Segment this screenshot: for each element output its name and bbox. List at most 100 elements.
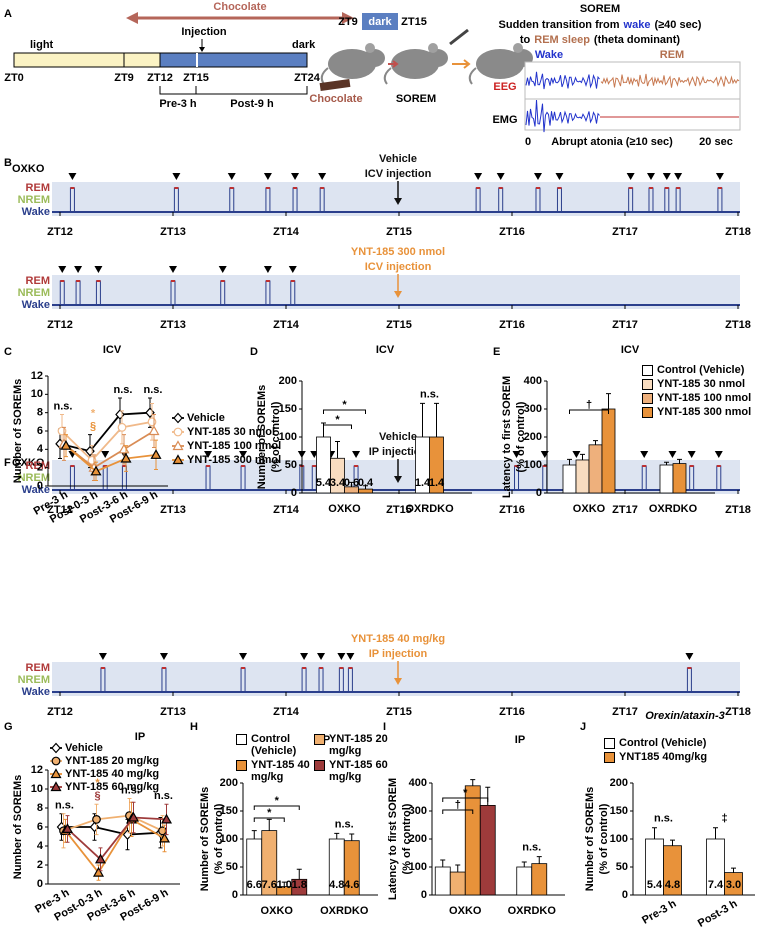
legend-label: YNT-185 30 nmol bbox=[657, 378, 746, 390]
x-tick-label: ZT15 bbox=[386, 319, 412, 331]
x-tick-label: OXRDKO bbox=[320, 905, 369, 917]
error-bar bbox=[536, 856, 542, 864]
significance-bracket bbox=[253, 805, 300, 810]
x-tick-label: ZT13 bbox=[160, 319, 186, 331]
trace-box bbox=[524, 61, 741, 131]
panel-label: E bbox=[493, 346, 500, 358]
stage-label: REM bbox=[26, 662, 50, 674]
legend-label: Control (Vehicle) bbox=[657, 364, 745, 376]
count-label: 1.4 bbox=[429, 477, 445, 489]
y-tick-label: 8 bbox=[37, 802, 43, 814]
series-line bbox=[66, 816, 167, 861]
stage-label: NREM bbox=[18, 472, 50, 484]
count-label: 5.4 bbox=[647, 879, 663, 891]
legend-swatch bbox=[642, 365, 653, 376]
chart-title: Orexin/ataxin-3 bbox=[645, 710, 724, 722]
chart-title: IP bbox=[135, 731, 145, 743]
legend-marker bbox=[173, 427, 183, 437]
legend-swatch bbox=[642, 407, 653, 418]
legend: Control (Vehicle) YNT-185 30 nmol YNT-185 … bbox=[642, 364, 762, 420]
arrow bbox=[388, 60, 399, 68]
legend-swatch bbox=[236, 760, 247, 771]
trace-label: YNT-185 40 mg/kg bbox=[351, 633, 445, 645]
y-tick-label: 400 bbox=[524, 375, 542, 387]
error-bar bbox=[251, 830, 257, 839]
stage-label: NREM bbox=[18, 674, 50, 686]
x-tick-label: ZT15 bbox=[386, 706, 412, 718]
text-part: (theta dominant) bbox=[594, 34, 680, 46]
annotation: n.s. bbox=[420, 388, 439, 400]
y-tick-label: 0 bbox=[536, 487, 542, 499]
count-label: 5.4 bbox=[316, 477, 332, 489]
eeg-rem bbox=[600, 73, 740, 88]
y-tick-label: 300 bbox=[524, 403, 542, 415]
point bbox=[158, 832, 171, 843]
significance-bracket bbox=[253, 817, 285, 822]
count-label: 3.4 bbox=[330, 477, 346, 489]
error-bar bbox=[470, 779, 476, 786]
error-bar bbox=[731, 867, 736, 873]
bar bbox=[588, 444, 603, 494]
y-tick-label: 0 bbox=[291, 487, 297, 499]
bar bbox=[516, 866, 533, 896]
sorem-marker bbox=[337, 653, 346, 660]
x-tick-label: ZT14 bbox=[273, 226, 300, 238]
y-axis-title: Number of SOREMs bbox=[12, 775, 24, 880]
series-line bbox=[59, 411, 151, 453]
legend-swatch bbox=[314, 734, 325, 745]
significance-label: * bbox=[342, 399, 347, 411]
x-tick-label: ZT13 bbox=[160, 226, 186, 238]
count-label: 0.4 bbox=[358, 477, 374, 489]
y-tick-label: 2 bbox=[37, 462, 43, 474]
sorem-marker bbox=[239, 653, 248, 660]
zt-label: ZT9 bbox=[114, 72, 134, 84]
trace-label: Vehicle bbox=[379, 153, 417, 165]
legend-marker bbox=[50, 768, 62, 779]
panel-label: J bbox=[580, 721, 586, 733]
y-tick-label: 8 bbox=[37, 407, 43, 419]
stage-label: Wake bbox=[22, 206, 50, 218]
error-bar bbox=[593, 440, 598, 445]
legend-item: YNT-185 30 nmol bbox=[642, 378, 762, 390]
error-bar bbox=[335, 440, 340, 459]
legend-item: Control (Vehicle) bbox=[236, 733, 310, 757]
sorem-marker bbox=[239, 451, 248, 458]
point bbox=[147, 417, 157, 427]
y-tick-label: 12 bbox=[31, 370, 43, 382]
x-tick-label: ZT18 bbox=[725, 319, 751, 331]
legend-label: YNT-185 20 mg/kg bbox=[65, 755, 159, 767]
y-axis-title: (% of control) bbox=[598, 803, 610, 874]
error-bar bbox=[713, 827, 718, 839]
legend-item: YNT-185 300 nmol bbox=[642, 406, 762, 418]
significance-label: * bbox=[335, 414, 340, 426]
legend-label: YNT-185 40 mg/kg bbox=[251, 759, 310, 783]
legend-item: YNT-185 20 mg/kg bbox=[314, 733, 388, 757]
bar bbox=[562, 464, 577, 494]
point bbox=[90, 465, 102, 476]
emg-wake bbox=[525, 99, 600, 133]
annotation: n.s. bbox=[335, 818, 354, 830]
x-tick-label: ZT12 bbox=[47, 706, 73, 718]
sorem-marker bbox=[496, 173, 505, 180]
bar bbox=[358, 488, 373, 494]
sorem-marker bbox=[291, 173, 300, 180]
sorem-marker bbox=[572, 451, 581, 458]
count-label: 4.8 bbox=[665, 879, 680, 891]
bar bbox=[601, 408, 616, 494]
arrow-head bbox=[126, 12, 138, 24]
x-tick-label: ZT12 bbox=[47, 319, 73, 331]
sorem-marker bbox=[288, 266, 297, 273]
panel-label: H bbox=[190, 721, 198, 733]
stage-label: REM bbox=[26, 275, 50, 287]
dark-box bbox=[362, 13, 398, 30]
y-tick-label: 50 bbox=[226, 861, 238, 873]
point bbox=[60, 439, 72, 450]
significance-label: * bbox=[267, 807, 272, 819]
annotation: n.s. bbox=[54, 400, 73, 412]
legend-marker bbox=[172, 440, 184, 451]
x-tick-label: Post-3 h bbox=[696, 898, 740, 930]
legend-label: Control (Vehicle) bbox=[251, 733, 297, 757]
annotation: n.s. bbox=[522, 842, 541, 854]
significance-bracket bbox=[442, 797, 489, 802]
annotation: * bbox=[91, 408, 96, 420]
